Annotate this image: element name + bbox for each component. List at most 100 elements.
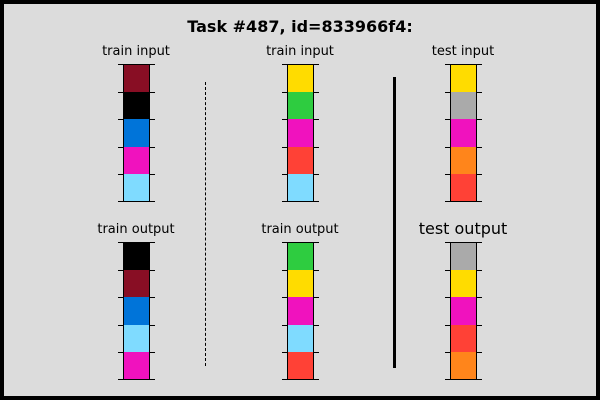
- axis-tick: [118, 297, 123, 299]
- panel-label-test-output: test output: [418, 219, 508, 238]
- panel-label-test-input: test input: [431, 44, 495, 59]
- grid-cell: [123, 269, 150, 298]
- axis-tick: [282, 174, 287, 176]
- axis-tick: [314, 379, 319, 380]
- figure-title: Task #487, id=833966f4:: [187, 17, 413, 36]
- example-separator-dashed: [205, 82, 206, 366]
- axis-tick: [118, 91, 123, 93]
- axis-tick: [477, 297, 482, 299]
- grid-cell: [287, 146, 314, 175]
- axis-tick: [118, 269, 123, 271]
- grid-cell: [450, 352, 477, 381]
- axis-tick: [445, 91, 450, 93]
- grid-cell: [450, 146, 477, 175]
- panel-label-train-output-1: train output: [97, 222, 175, 237]
- axis-tick: [282, 146, 287, 148]
- grid-train-output-2: [282, 242, 319, 381]
- axis-tick: [445, 146, 450, 148]
- axis-tick: [477, 201, 482, 202]
- grid-cell: [123, 146, 150, 175]
- axis-tick: [118, 379, 123, 380]
- axis-tick: [282, 269, 287, 271]
- axis-tick: [445, 201, 450, 202]
- grid-cell: [450, 119, 477, 148]
- axis-tick: [282, 297, 287, 299]
- grid-train-output-1: [118, 242, 155, 381]
- axis-tick: [314, 91, 319, 93]
- grid-cell: [123, 352, 150, 381]
- grid-train-input-1: [118, 64, 155, 203]
- axis-tick: [314, 324, 319, 326]
- axis-tick: [445, 174, 450, 176]
- axis-tick: [118, 174, 123, 176]
- axis-tick: [314, 269, 319, 271]
- axis-tick: [150, 242, 155, 243]
- axis-tick: [314, 201, 319, 202]
- axis-tick: [150, 201, 155, 202]
- axis-tick: [150, 324, 155, 326]
- axis-tick: [314, 174, 319, 176]
- grid-cell: [287, 269, 314, 298]
- axis-tick: [445, 269, 450, 271]
- axis-tick: [118, 352, 123, 354]
- grid-test-output: [445, 242, 482, 381]
- axis-tick: [314, 64, 319, 65]
- axis-tick: [118, 146, 123, 148]
- axis-tick: [314, 119, 319, 121]
- axis-tick: [477, 91, 482, 93]
- axis-tick: [150, 119, 155, 121]
- axis-tick: [282, 379, 287, 380]
- axis-tick: [118, 119, 123, 121]
- axis-tick: [445, 119, 450, 121]
- axis-tick: [150, 297, 155, 299]
- axis-tick: [150, 379, 155, 380]
- axis-tick: [282, 201, 287, 202]
- axis-tick: [445, 379, 450, 380]
- axis-tick: [477, 269, 482, 271]
- axis-tick: [477, 146, 482, 148]
- axis-tick: [445, 297, 450, 299]
- axis-tick: [282, 352, 287, 354]
- axis-tick: [445, 324, 450, 326]
- grid-cell: [287, 242, 314, 271]
- axis-tick: [118, 201, 123, 202]
- grid-cell: [123, 91, 150, 120]
- axis-tick: [445, 352, 450, 354]
- axis-tick: [150, 174, 155, 176]
- axis-tick: [282, 119, 287, 121]
- panel-label-train-output-2: train output: [261, 222, 339, 237]
- grid-cell: [287, 119, 314, 148]
- grid-cell: [450, 297, 477, 326]
- grid-cell: [287, 324, 314, 353]
- grid-cell: [287, 91, 314, 120]
- train-test-separator: [393, 77, 396, 368]
- grid-cell: [123, 119, 150, 148]
- grid-cell: [287, 352, 314, 381]
- grid-cell: [123, 297, 150, 326]
- axis-tick: [477, 242, 482, 243]
- axis-tick: [477, 352, 482, 354]
- axis-tick: [150, 64, 155, 65]
- grid-cell: [450, 269, 477, 298]
- grid-cell: [123, 324, 150, 353]
- axis-tick: [282, 64, 287, 65]
- axis-tick: [477, 174, 482, 176]
- grid-test-input: [445, 64, 482, 203]
- grid-train-input-2: [282, 64, 319, 203]
- grid-cell: [450, 242, 477, 271]
- panel-label-train-input-1: train input: [102, 44, 170, 59]
- grid-cell: [287, 64, 314, 93]
- axis-tick: [282, 91, 287, 93]
- axis-tick: [314, 146, 319, 148]
- panel-label-train-input-2: train input: [266, 44, 334, 59]
- grid-cell: [450, 174, 477, 203]
- axis-tick: [118, 324, 123, 326]
- axis-tick: [282, 242, 287, 243]
- axis-tick: [477, 324, 482, 326]
- axis-tick: [477, 119, 482, 121]
- axis-tick: [314, 352, 319, 354]
- axis-tick: [445, 242, 450, 243]
- axis-tick: [282, 324, 287, 326]
- axis-tick: [150, 352, 155, 354]
- axis-tick: [477, 379, 482, 380]
